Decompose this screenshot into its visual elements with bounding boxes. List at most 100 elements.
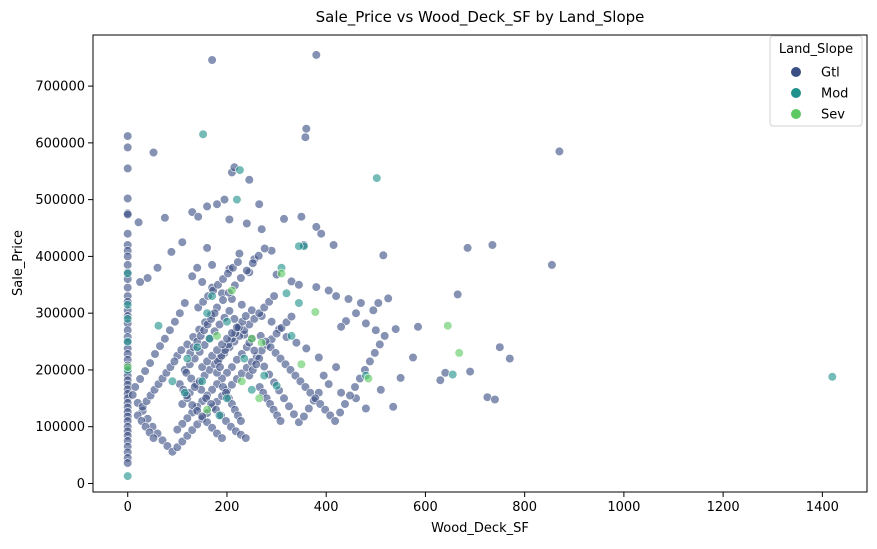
point-sev-11 xyxy=(212,331,222,341)
point-mod-20 xyxy=(202,308,212,318)
point-gtl-221 xyxy=(289,409,299,419)
point-gtl-88 xyxy=(135,277,145,287)
point-mod-3 xyxy=(235,165,245,175)
x-tick-label-600: 600 xyxy=(413,500,438,515)
point-gtl-310 xyxy=(345,390,355,401)
legend: Land_Slope Gtl Mod Sev xyxy=(769,35,863,127)
point-mod-29 xyxy=(286,331,297,341)
point-gtl-126 xyxy=(301,343,311,354)
point-gtl-116 xyxy=(396,373,406,383)
point-sev-9 xyxy=(237,376,247,386)
point-gtl-237 xyxy=(242,266,252,276)
point-sev-3 xyxy=(443,321,453,331)
point-gtl-75 xyxy=(547,260,557,270)
point-sev-0 xyxy=(123,362,133,372)
point-gtl-239 xyxy=(254,251,264,261)
point-gtl-72 xyxy=(378,250,388,260)
point-gtl-291 xyxy=(217,433,227,443)
point-gtl-213 xyxy=(249,346,259,356)
point-gtl-114 xyxy=(490,394,500,405)
point-gtl-140 xyxy=(175,308,185,318)
point-gtl-124 xyxy=(331,362,341,372)
point-mod-8 xyxy=(123,314,133,324)
point-gtl-66 xyxy=(242,218,252,229)
point-gtl-119 xyxy=(361,403,371,414)
x-tick-label-1000: 1000 xyxy=(607,500,640,515)
point-gtl-56 xyxy=(202,201,212,211)
point-gtl-95 xyxy=(343,294,354,304)
legend-marker-sev xyxy=(791,109,801,119)
x-tick-label-200: 200 xyxy=(215,500,240,515)
point-sev-13 xyxy=(296,359,307,369)
legend-marker-mod xyxy=(791,88,801,98)
point-gtl-148 xyxy=(135,374,145,384)
x-axis-label: Wood_Deck_SF xyxy=(431,521,529,536)
point-gtl-215 xyxy=(259,361,269,372)
point-mod-28 xyxy=(239,354,249,364)
data-points xyxy=(123,50,837,481)
point-gtl-94 xyxy=(331,291,341,301)
point-mod-27 xyxy=(214,410,225,421)
point-gtl-142 xyxy=(165,325,175,335)
point-gtl-74 xyxy=(487,240,498,250)
point-gtl-102 xyxy=(336,322,346,332)
point-gtl-224 xyxy=(304,403,314,414)
point-gtl-107 xyxy=(453,289,463,300)
point-gtl-317 xyxy=(380,331,390,341)
point-gtl-361 xyxy=(275,416,286,426)
point-gtl-86 xyxy=(152,263,163,273)
point-gtl-45 xyxy=(123,458,133,468)
point-gtl-48 xyxy=(301,124,311,134)
point-gtl-61 xyxy=(160,213,170,223)
legend-label-mod: Mod xyxy=(821,87,848,102)
point-mod-14 xyxy=(182,354,192,364)
point-gtl-242 xyxy=(176,345,186,355)
point-gtl-238 xyxy=(248,258,258,268)
point-gtl-144 xyxy=(155,341,165,351)
point-gtl-77 xyxy=(177,237,187,247)
point-gtl-78 xyxy=(166,247,176,257)
point-gtl-314 xyxy=(365,356,375,367)
point-gtl-236 xyxy=(236,273,246,283)
point-gtl-121 xyxy=(336,388,346,398)
point-gtl-99 xyxy=(368,305,378,315)
point-gtl-83 xyxy=(192,263,202,273)
point-sev-8 xyxy=(202,405,212,415)
x-tick-label-800: 800 xyxy=(512,500,537,515)
y-tick-label-400000: 400000 xyxy=(35,250,85,265)
point-gtl-73 xyxy=(463,243,473,253)
point-gtl-122 xyxy=(324,379,334,389)
point-gtl-112 xyxy=(465,367,475,377)
y-tick-label-700000: 700000 xyxy=(35,80,85,95)
point-mod-32 xyxy=(153,321,164,331)
point-gtl-315 xyxy=(370,348,380,358)
point-gtl-69 xyxy=(316,229,326,239)
point-gtl-46 xyxy=(207,55,217,65)
point-gtl-71 xyxy=(329,240,339,250)
x-tick-label-1400: 1400 xyxy=(806,500,839,515)
y-tick-label-100000: 100000 xyxy=(35,420,85,435)
point-gtl-125 xyxy=(314,352,324,363)
point-gtl-147 xyxy=(140,366,150,376)
point-mod-13 xyxy=(222,317,232,327)
legend-entries: Gtl Mod Sev xyxy=(791,66,848,123)
point-gtl-316 xyxy=(375,339,385,350)
point-mod-5 xyxy=(294,241,304,251)
y-axis-label: Sale_Price xyxy=(11,230,26,296)
point-gtl-331 xyxy=(148,433,159,443)
point-gtl-117 xyxy=(376,385,386,395)
point-gtl-106 xyxy=(413,322,423,332)
point-mod-1 xyxy=(372,173,382,183)
point-gtl-64 xyxy=(193,212,203,222)
legend-title: Land_Slope xyxy=(779,42,853,57)
y-tick-label-0: 0 xyxy=(77,477,85,492)
point-sev-7 xyxy=(257,338,267,348)
point-gtl-370 xyxy=(236,416,246,426)
point-gtl-309 xyxy=(340,399,350,409)
point-gtl-146 xyxy=(145,358,155,368)
point-gtl-1 xyxy=(123,142,133,152)
point-gtl-5 xyxy=(123,209,133,219)
point-mod-7 xyxy=(123,300,133,310)
point-mod-22 xyxy=(827,372,837,382)
